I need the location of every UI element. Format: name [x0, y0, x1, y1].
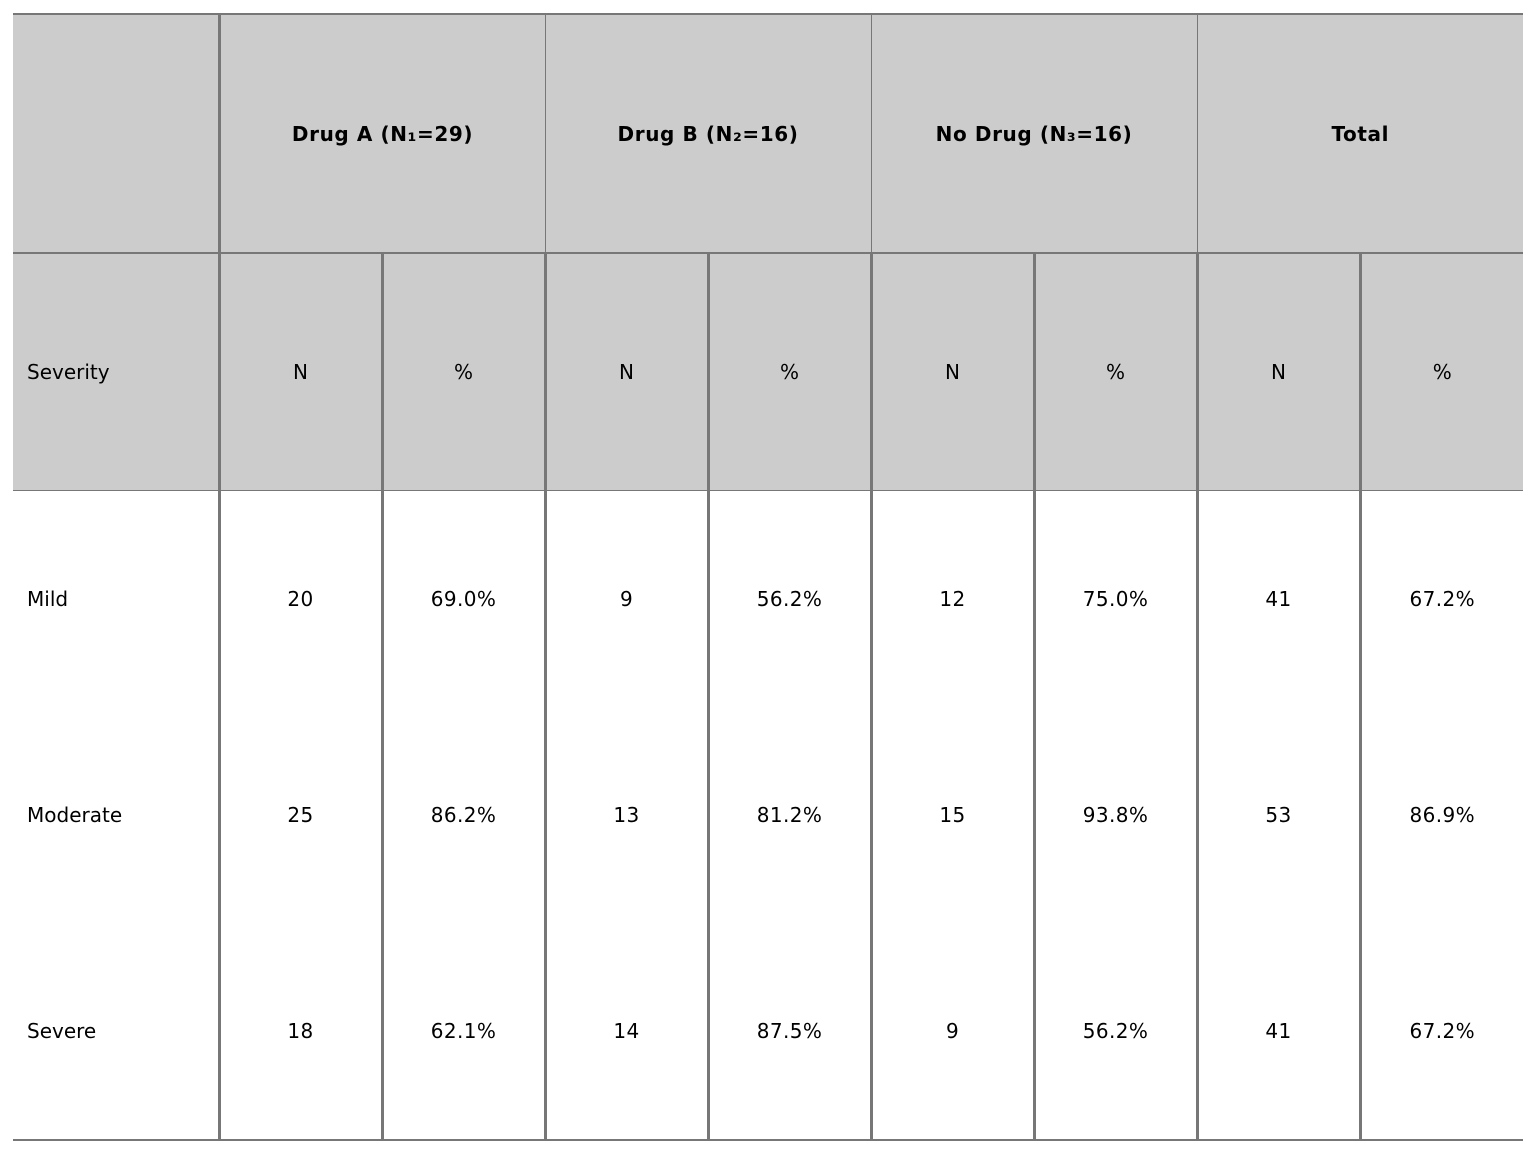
row-label: Moderate [13, 707, 221, 923]
table-cell: 20 [219, 490, 384, 707]
group-header-row: Drug A (N₁=29) Drug B (N₂=16) No Drug (N… [13, 13, 1524, 254]
table-row-severe: Severe 18 62.1% 14 87.5% 9 56.2% 41 67.2… [13, 923, 1524, 1141]
sub-header-n: N [219, 253, 384, 491]
table-cell: 87.5% [708, 923, 873, 1141]
table-cell: 14 [545, 923, 710, 1141]
sub-header-n: N [871, 253, 1036, 491]
group-header-no-drug: No Drug (N₃=16) [870, 13, 1198, 254]
table-cell: 75.0% [1034, 490, 1199, 707]
table-cell: 41 [1197, 490, 1362, 707]
table-cell: 93.8% [1034, 707, 1199, 923]
table-cell: 9 [871, 923, 1036, 1141]
sub-header-row: Severity N % N % N % N % [13, 253, 1524, 491]
table-cell: 13 [545, 707, 710, 923]
table-row-mild: Mild 20 69.0% 9 56.2% 12 75.0% 41 67.2% [13, 490, 1523, 707]
table-cell: 18 [219, 923, 384, 1141]
row-label: Mild [13, 490, 221, 707]
table-cell: 69.0% [382, 490, 547, 707]
sub-header-percent: % [1360, 253, 1524, 491]
group-header-total: Total [1196, 13, 1524, 254]
table-cell: 53 [1197, 707, 1362, 923]
table-cell: 67.2% [1409, 587, 1476, 611]
table-cell: 41 [1197, 923, 1362, 1141]
corner-cell [13, 13, 221, 254]
table-cell: 81.2% [708, 707, 873, 923]
table-row-moderate: Moderate 25 86.2% 13 81.2% 15 93.8% 53 8… [13, 707, 1523, 923]
severity-column-header: Severity [13, 253, 221, 491]
table-cell: 56.2% [1034, 923, 1199, 1141]
sub-header-percent: % [382, 253, 547, 491]
sub-header-percent: % [708, 253, 873, 491]
table-cell: 86.2% [382, 707, 547, 923]
group-header-drug-b: Drug B (N₂=16) [544, 13, 872, 254]
sub-header-n: N [1197, 253, 1362, 491]
table-cell: 9 [545, 490, 710, 707]
table-cell: 62.1% [382, 923, 547, 1141]
table-cell: 86.9% [1409, 803, 1476, 827]
table-cell: 15 [871, 707, 1036, 923]
severity-table: Drug A (N₁=29) Drug B (N₂=16) No Drug (N… [13, 13, 1524, 1141]
group-header-drug-a: Drug A (N₁=29) [218, 13, 546, 254]
sub-header-n: N [545, 253, 710, 491]
row-label: Severe [13, 923, 221, 1141]
table-cell: 67.2% [1360, 923, 1524, 1141]
table-cell: 56.2% [708, 490, 873, 707]
sub-header-percent: % [1034, 253, 1199, 491]
table-cell: 25 [219, 707, 384, 923]
table-cell: 12 [871, 490, 1036, 707]
